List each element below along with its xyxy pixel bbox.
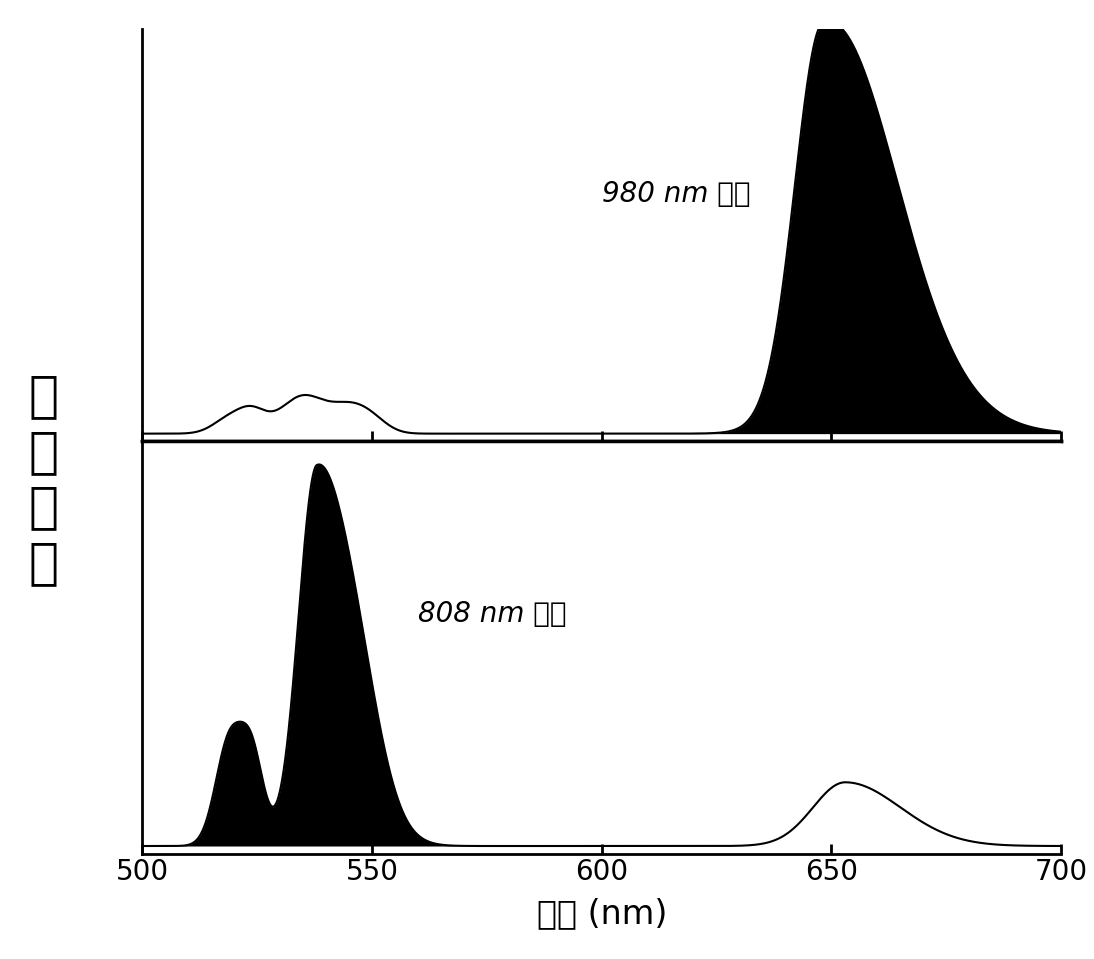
- Text: 808 nm 激发: 808 nm 激发: [418, 600, 567, 628]
- Text: 980 nm 激发: 980 nm 激发: [602, 179, 750, 208]
- X-axis label: 波长 (nm): 波长 (nm): [536, 898, 667, 930]
- Text: 相
对
强
度: 相 对 强 度: [28, 372, 59, 587]
